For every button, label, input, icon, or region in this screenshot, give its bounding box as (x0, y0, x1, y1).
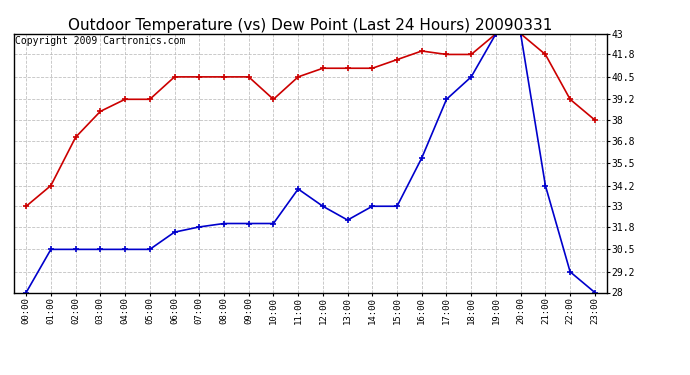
Text: Copyright 2009 Cartronics.com: Copyright 2009 Cartronics.com (15, 36, 186, 46)
Title: Outdoor Temperature (vs) Dew Point (Last 24 Hours) 20090331: Outdoor Temperature (vs) Dew Point (Last… (68, 18, 553, 33)
